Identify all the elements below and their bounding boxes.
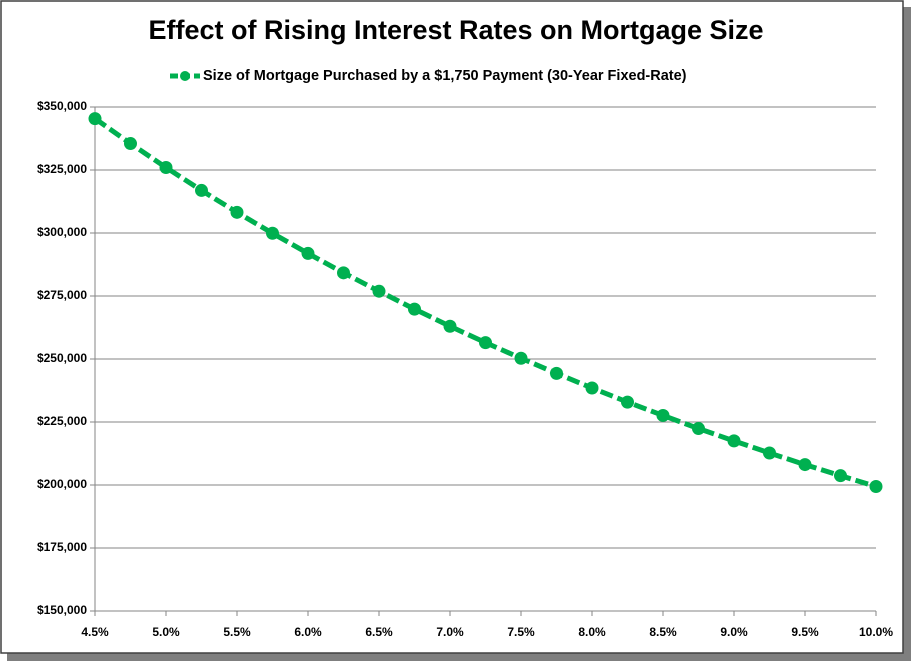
legend-marker — [180, 71, 190, 81]
x-tick-label: 5.0% — [152, 625, 180, 639]
data-point — [408, 302, 421, 316]
x-tick-label: 7.0% — [436, 625, 464, 639]
y-tick-label: $300,000 — [37, 225, 87, 239]
data-point — [372, 284, 386, 298]
data-point — [798, 458, 812, 472]
data-point — [479, 336, 492, 350]
y-tick-label: $250,000 — [37, 351, 87, 365]
x-tick-label: 4.5% — [81, 625, 109, 639]
data-point — [124, 137, 137, 151]
y-tick-label: $325,000 — [37, 162, 87, 176]
data-point — [230, 205, 244, 219]
x-tick-label: 9.0% — [720, 625, 748, 639]
x-tick-label: 6.5% — [365, 625, 393, 639]
data-point — [159, 160, 173, 174]
data-point — [337, 266, 350, 280]
data-point — [656, 408, 670, 422]
chart-title: Effect of Rising Interest Rates on Mortg… — [148, 15, 763, 45]
data-point — [550, 366, 563, 380]
data-point — [88, 112, 102, 126]
y-tick-label: $175,000 — [37, 540, 87, 554]
data-point — [443, 319, 457, 333]
x-tick-label: 9.5% — [791, 625, 819, 639]
data-point — [869, 480, 883, 494]
data-point — [301, 246, 315, 260]
y-tick-label: $225,000 — [37, 414, 87, 428]
data-point — [621, 395, 634, 409]
data-point — [585, 381, 599, 395]
x-tick-label: 8.5% — [649, 625, 677, 639]
data-point — [514, 351, 528, 365]
x-tick-label: 10.0% — [859, 625, 893, 639]
legend: Size of Mortgage Purchased by a $1,750 P… — [170, 68, 687, 84]
y-tick-label: $350,000 — [37, 99, 87, 113]
data-point — [692, 422, 705, 436]
y-tick-label: $150,000 — [37, 603, 87, 617]
data-point — [834, 469, 847, 483]
x-tick-label: 8.0% — [578, 625, 606, 639]
data-point — [195, 183, 208, 197]
y-tick-label: $200,000 — [37, 477, 87, 491]
data-point — [266, 226, 279, 240]
y-tick-label: $275,000 — [37, 288, 87, 302]
legend-label: Size of Mortgage Purchased by a $1,750 P… — [203, 68, 687, 84]
x-tick-label: 5.5% — [223, 625, 251, 639]
data-point — [763, 446, 776, 460]
data-point — [727, 434, 741, 448]
x-tick-label: 6.0% — [294, 625, 322, 639]
x-tick-label: 7.5% — [507, 625, 535, 639]
